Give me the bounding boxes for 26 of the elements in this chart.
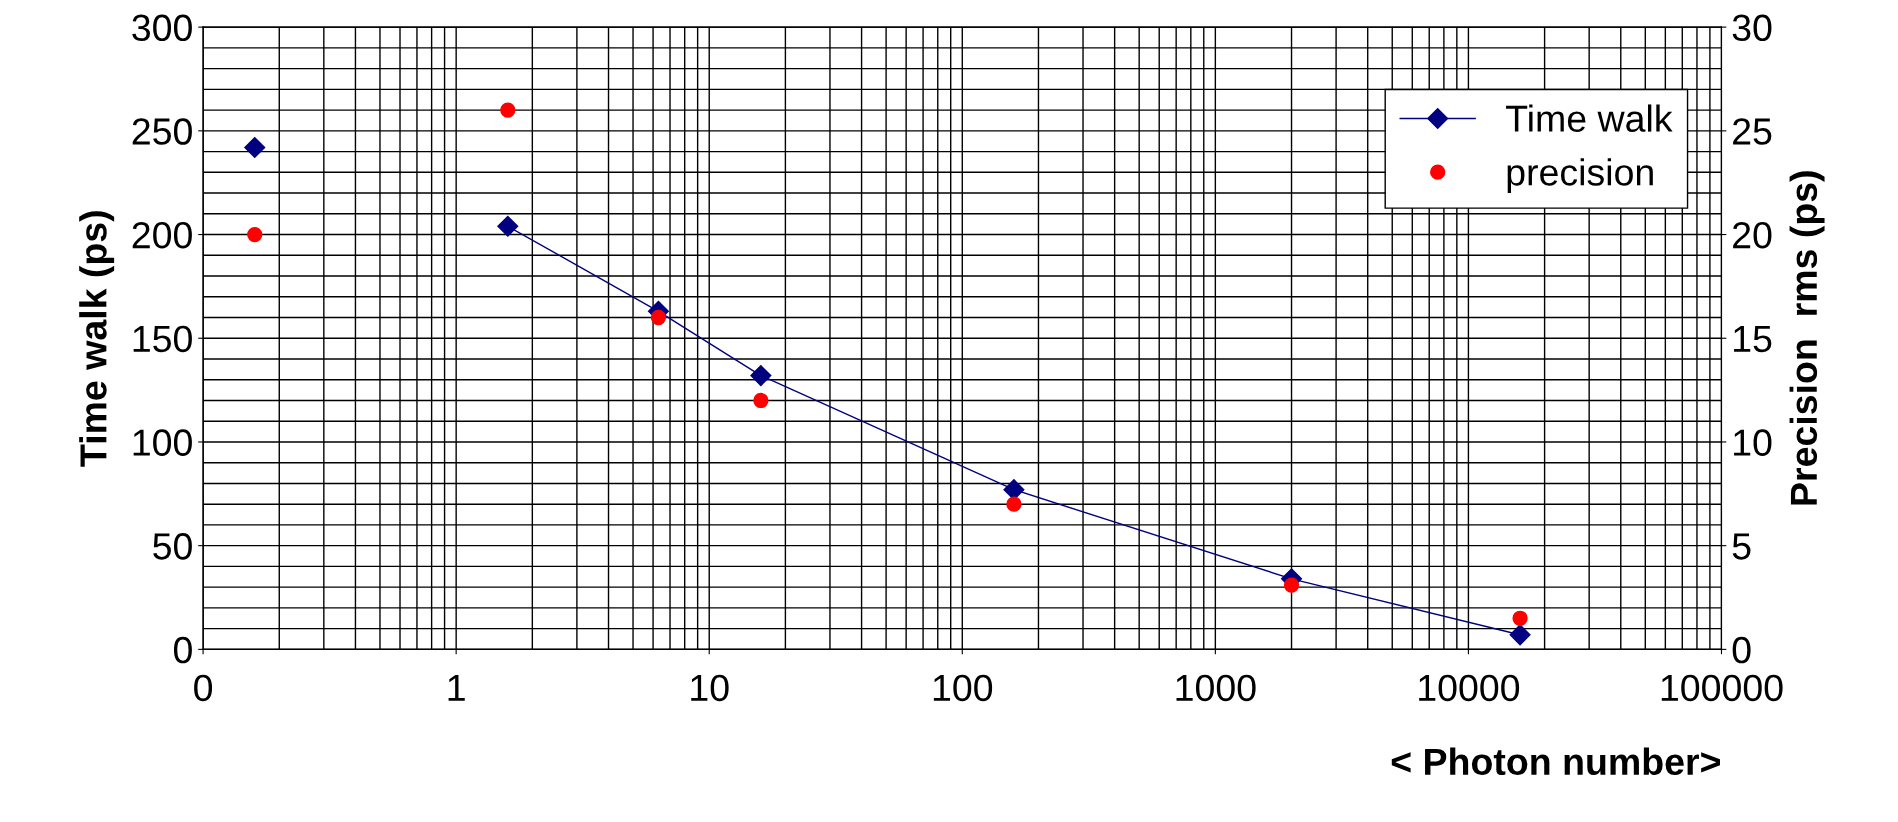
y2-tick-label: 0 — [1732, 636, 1751, 664]
y2-tick-label: 30 — [1732, 14, 1772, 42]
y2-tick-label: 20 — [1733, 221, 1772, 249]
y2-tick-label: 15 — [1734, 326, 1772, 353]
y-tick-label: 50 — [153, 533, 192, 560]
y-tick-label: 250 — [132, 118, 192, 145]
y-tick-label: 200 — [132, 221, 192, 249]
y2-axis-title: Precision rms (ps) — [1789, 171, 1825, 505]
x-tick-label: 100 — [933, 674, 993, 702]
x-tick-label: 10 — [691, 674, 729, 702]
x-tick-label: 0 — [194, 674, 213, 702]
y2-tick-label: 25 — [1733, 118, 1772, 145]
y-tick-label: 150 — [133, 325, 192, 353]
x-tick-label: 100000 — [1661, 674, 1783, 702]
x-tick-label: 1000 — [1176, 674, 1256, 702]
x-tick-label: 10000 — [1419, 674, 1520, 702]
y-tick-label: 300 — [132, 14, 192, 42]
x-axis-title: < Photon number> — [1391, 747, 1720, 776]
legend-label: Time walk — [1506, 104, 1673, 132]
y2-tick-label: 10 — [1734, 429, 1772, 456]
y-axis-title: Time walk (ps) — [79, 211, 115, 467]
y-tick-label: 0 — [173, 636, 192, 664]
legend-label: precision — [1507, 158, 1653, 194]
y2-tick-label: 5 — [1732, 533, 1751, 560]
x-tick-label: 1 — [448, 675, 465, 701]
y-tick-label: 100 — [133, 429, 192, 456]
